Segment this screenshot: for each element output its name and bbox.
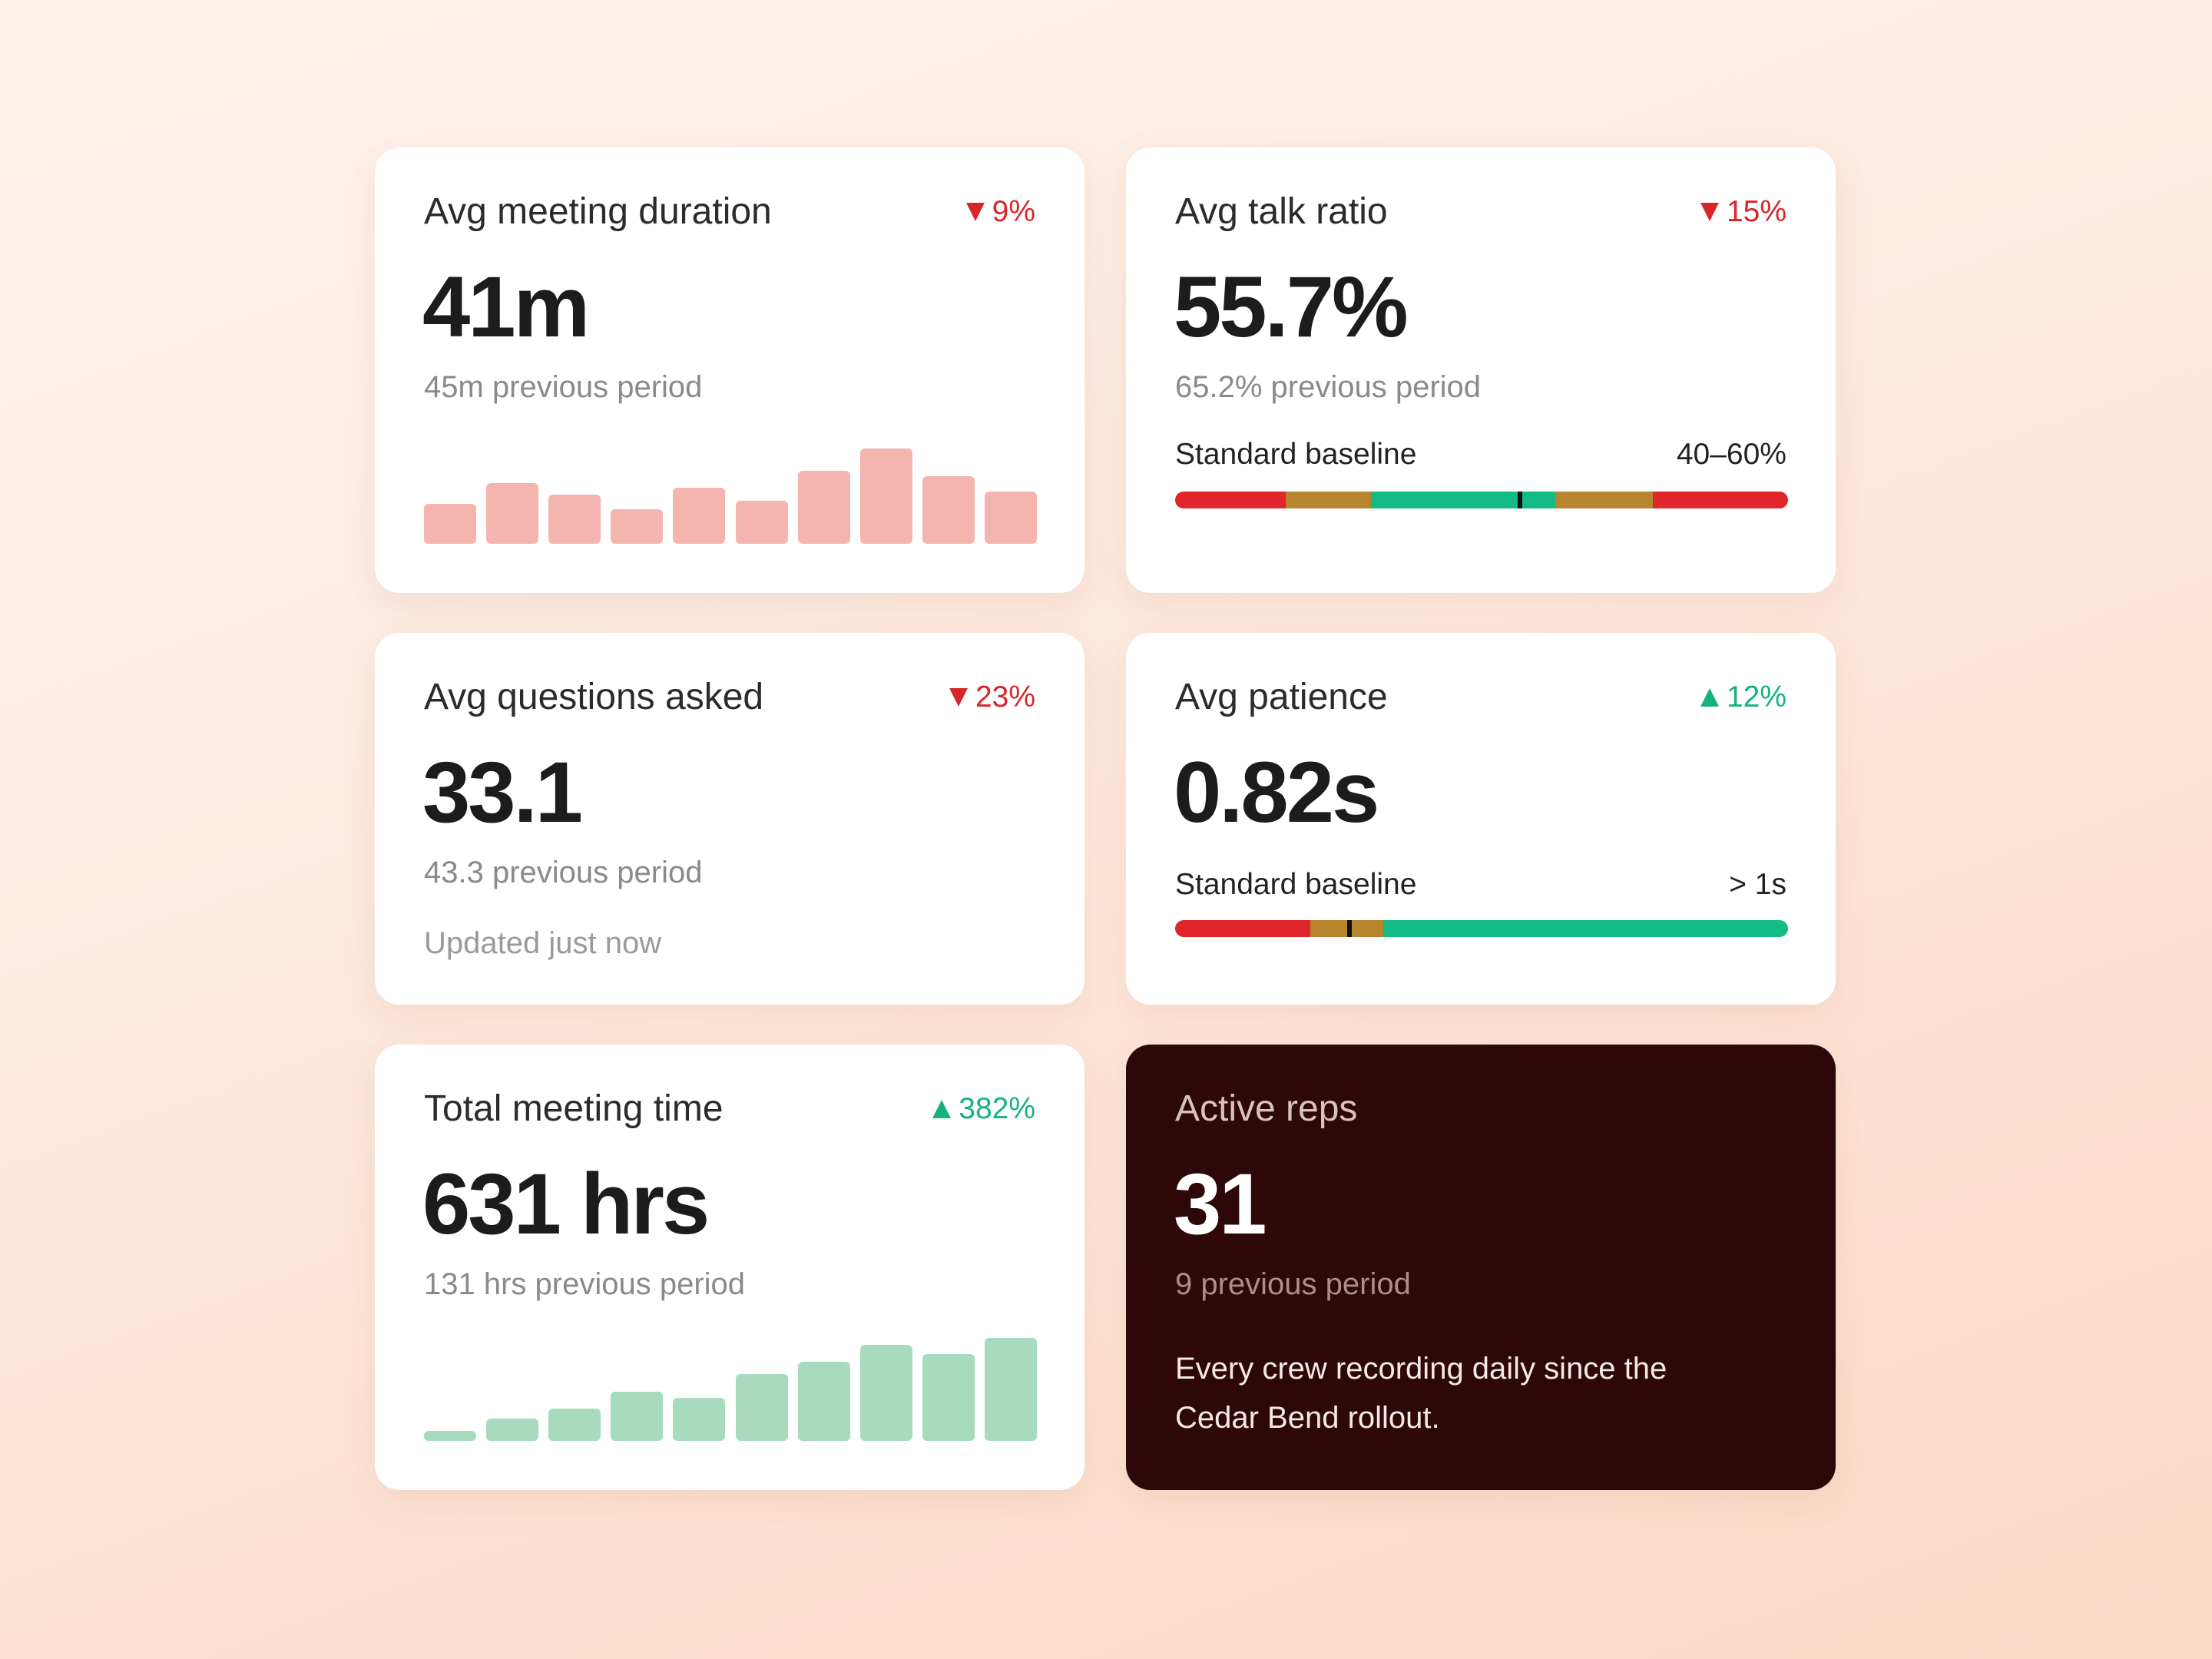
trend-bar (424, 504, 476, 544)
baseline-gauge (1175, 492, 1788, 508)
gauge-marker (1518, 492, 1522, 508)
triangle-down-icon (949, 687, 968, 707)
delta-badge: 23% (949, 682, 1035, 712)
trend-bar (548, 495, 601, 544)
delta-value: 9% (992, 195, 1035, 228)
gauge-segment-low-amber (1285, 492, 1372, 508)
trend-bar (673, 1398, 726, 1441)
metric-value: 55.7% (1174, 259, 1409, 355)
trend-bar (922, 476, 975, 544)
trend-bar (611, 509, 664, 544)
updated-status: Updated just now (424, 926, 662, 960)
metric-value: 31 (1174, 1156, 1267, 1252)
trend-bar (548, 1409, 601, 1441)
previous-period: 9 previous period (1175, 1267, 1411, 1301)
trend-bar (859, 449, 912, 544)
baseline-gauge (1175, 920, 1788, 937)
baseline-range: 40–60% (1676, 438, 1786, 471)
trend-bar (797, 1362, 850, 1441)
card-title: Active reps (1175, 1088, 1358, 1129)
trend-bar-chart (424, 1336, 1037, 1441)
trend-bar (486, 483, 539, 544)
note-text: Every crew recording daily since the Ced… (1175, 1352, 1667, 1435)
gauge-marker (1347, 920, 1352, 937)
card-active-reps: Active reps 31 9 previous period Every c… (1126, 1045, 1836, 1490)
trend-bar (859, 1345, 912, 1441)
metric-value: 0.82s (1174, 744, 1379, 840)
baseline-range: > 1s (1729, 868, 1786, 901)
trend-bar-chart (424, 439, 1037, 544)
trend-bar (984, 1338, 1037, 1441)
card-title: Avg patience (1175, 677, 1388, 717)
triangle-up-icon (932, 1099, 952, 1118)
card-title: Avg questions asked (424, 677, 764, 717)
triangle-down-icon (965, 202, 985, 221)
card-title: Total meeting time (424, 1088, 724, 1129)
card-avg-patience: Avg patience 12% 0.82s Standard baseline… (1126, 633, 1836, 1005)
triangle-down-icon (1700, 202, 1719, 221)
previous-period: 65.2% previous period (1175, 370, 1482, 404)
previous-period: 131 hrs previous period (424, 1267, 746, 1301)
trend-bar (735, 501, 788, 544)
gauge-segment-low-red (1175, 492, 1286, 508)
trend-bar (424, 1431, 476, 1441)
trend-bar (486, 1419, 539, 1441)
metric-value: 41m (422, 259, 590, 355)
baseline-label: Standard baseline (1175, 868, 1417, 901)
card-avg-questions-asked: Avg questions asked 23% 33.1 43.3 previo… (375, 633, 1084, 1005)
trend-bar (735, 1374, 788, 1441)
metric-value: 631 hrs (422, 1156, 710, 1252)
baseline-label: Standard baseline (1175, 438, 1417, 471)
delta-badge: 9% (965, 195, 1035, 228)
delta-badge: 382% (932, 1094, 1035, 1124)
card-title: Avg meeting duration (424, 191, 772, 232)
card-title: Avg talk ratio (1175, 191, 1388, 232)
trend-bar (797, 471, 850, 544)
gauge-segment-green (1371, 492, 1555, 508)
delta-value: 23% (975, 680, 1035, 714)
delta-value: 382% (959, 1092, 1035, 1125)
delta-value: 12% (1726, 680, 1786, 714)
triangle-up-icon (1700, 687, 1719, 707)
card-avg-talk-ratio: Avg talk ratio 15% 55.7% 65.2% previous … (1126, 147, 1836, 593)
gauge-segment-high-red (1653, 492, 1788, 508)
metric-value: 33.1 (422, 744, 583, 840)
card-avg-meeting-duration: Avg meeting duration 9% 41m 45m previous… (375, 147, 1084, 593)
delta-badge: 12% (1700, 682, 1786, 712)
delta-value: 15% (1726, 195, 1786, 228)
delta-badge: 15% (1700, 197, 1786, 227)
card-total-meeting-time: Total meeting time 382% 631 hrs 131 hrs … (375, 1045, 1084, 1490)
gauge-segment-amber (1310, 920, 1384, 937)
trend-bar (922, 1354, 975, 1441)
previous-period: 45m previous period (424, 370, 703, 404)
gauge-segment-red (1175, 920, 1310, 937)
previous-period: 43.3 previous period (424, 856, 703, 889)
gauge-segment-green (1383, 920, 1788, 937)
trend-bar (673, 488, 726, 544)
gauge-segment-high-amber (1555, 492, 1654, 508)
trend-bar (984, 492, 1037, 544)
trend-bar (611, 1392, 664, 1441)
